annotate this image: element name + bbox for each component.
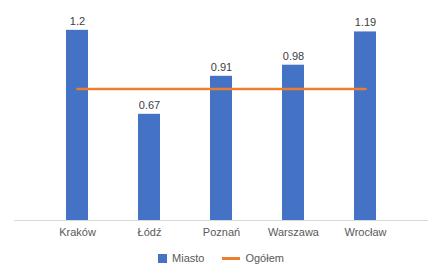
svg-text:Wrocław: Wrocław [345, 226, 387, 238]
svg-text:1.2: 1.2 [70, 15, 85, 27]
svg-text:Łódź: Łódź [138, 226, 162, 238]
html-text:Ogółem: Ogółem [245, 252, 284, 264]
svg-text:Kraków: Kraków [59, 226, 96, 238]
svg-text:Warszawa: Warszawa [268, 226, 320, 238]
svg-text:0.98: 0.98 [283, 50, 304, 62]
svg-text:Poznań: Poznań [203, 226, 240, 238]
svg-text:0.67: 0.67 [139, 99, 160, 111]
svg-text:1.19: 1.19 [355, 16, 376, 28]
svg-text:0.91: 0.91 [211, 61, 232, 73]
html-text:Miasto: Miasto [172, 252, 205, 264]
